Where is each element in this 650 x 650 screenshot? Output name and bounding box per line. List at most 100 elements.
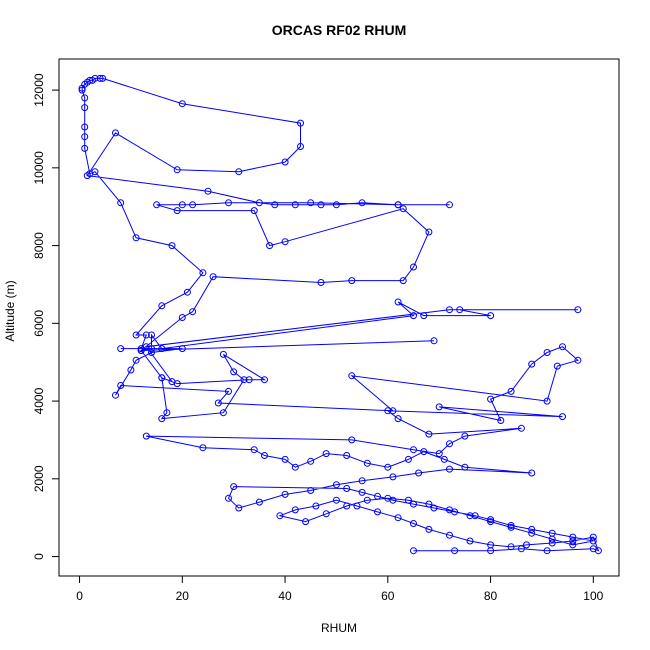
data-point (420, 448, 428, 456)
data-point (343, 485, 351, 492)
data-point (569, 541, 577, 549)
data-point (471, 512, 479, 520)
data-point (173, 166, 181, 174)
data-point (548, 539, 556, 547)
data-point (281, 158, 289, 166)
data-point (589, 537, 597, 545)
data-point (158, 374, 166, 382)
data-point (435, 450, 443, 458)
data-point (574, 306, 582, 314)
data-point (178, 201, 186, 209)
data-point (487, 541, 495, 549)
data-point (291, 463, 299, 471)
data-point (528, 525, 536, 533)
data-point (183, 288, 191, 296)
data-point (209, 273, 217, 281)
data-point (281, 490, 289, 498)
data-point (240, 376, 248, 384)
data-point (507, 523, 515, 531)
data-point (348, 277, 356, 285)
x-tick-label: 60 (381, 589, 395, 603)
data-point (83, 172, 91, 180)
y-tick-label: 8000 (32, 232, 46, 259)
data-point (528, 360, 536, 368)
data-point (322, 510, 330, 518)
data-point (507, 543, 515, 551)
data-point (430, 504, 438, 512)
data-point (487, 518, 495, 526)
data-point (250, 207, 258, 215)
data-point (148, 349, 155, 356)
data-point (307, 199, 315, 207)
data-point (250, 446, 258, 454)
data-point (173, 380, 181, 388)
y-tick-label: 4000 (32, 387, 46, 414)
x-tick-label: 100 (583, 589, 603, 603)
data-point (163, 409, 171, 417)
data-point (189, 308, 197, 316)
x-axis-label: RHUM (321, 621, 357, 635)
y-tick-label: 6000 (32, 310, 46, 337)
data-point (81, 104, 89, 112)
data-point (112, 129, 119, 137)
data-point (99, 74, 107, 82)
data-point (446, 440, 453, 448)
data-point (158, 415, 166, 423)
data-point (199, 444, 207, 452)
data-point (446, 465, 453, 473)
data-point (189, 201, 197, 209)
chart-title: ORCAS RF02 RHUM (272, 22, 407, 38)
data-point (214, 399, 222, 407)
data-point (389, 496, 397, 504)
data-point (394, 514, 402, 522)
data-point (117, 345, 125, 353)
x-tick-label: 80 (484, 589, 498, 603)
data-point (410, 500, 417, 508)
data-point (384, 463, 392, 471)
data-point (456, 306, 464, 314)
data-point (127, 366, 135, 374)
data-point (389, 407, 397, 415)
data-point (487, 395, 495, 403)
data-point (148, 331, 155, 339)
data-point (594, 547, 602, 555)
data-point (91, 74, 99, 82)
data-point (271, 201, 279, 209)
data-point (332, 201, 340, 209)
data-point (204, 187, 212, 195)
data-point (245, 376, 253, 384)
data-point (219, 409, 227, 417)
data-point (281, 455, 289, 463)
data-point (410, 446, 417, 454)
data-point (291, 506, 299, 514)
data-point (487, 516, 495, 524)
data-point (322, 450, 330, 458)
data-point (255, 199, 263, 207)
data-point (569, 533, 577, 541)
data-point (425, 228, 433, 236)
data-point (394, 298, 402, 306)
data-point (81, 133, 89, 141)
data-point (507, 387, 515, 395)
data-point (317, 201, 325, 209)
data-point (235, 504, 243, 512)
data-point (219, 350, 227, 358)
data-point (117, 199, 125, 207)
data-point (559, 413, 566, 421)
y-tick-label: 2000 (32, 465, 46, 492)
series-layer (78, 74, 602, 555)
data-point (137, 347, 145, 354)
data-point (142, 331, 150, 339)
data-point (543, 397, 551, 405)
data-point (451, 508, 459, 516)
data-point (517, 424, 525, 432)
data-point (297, 119, 304, 127)
data-point (343, 502, 351, 510)
data-point (235, 168, 243, 176)
data-point (178, 100, 186, 108)
data-point (317, 279, 325, 286)
data-point (466, 512, 474, 520)
y-axis-label: Altitude (m) (3, 280, 17, 341)
data-point (415, 469, 423, 477)
data-point (358, 477, 366, 485)
